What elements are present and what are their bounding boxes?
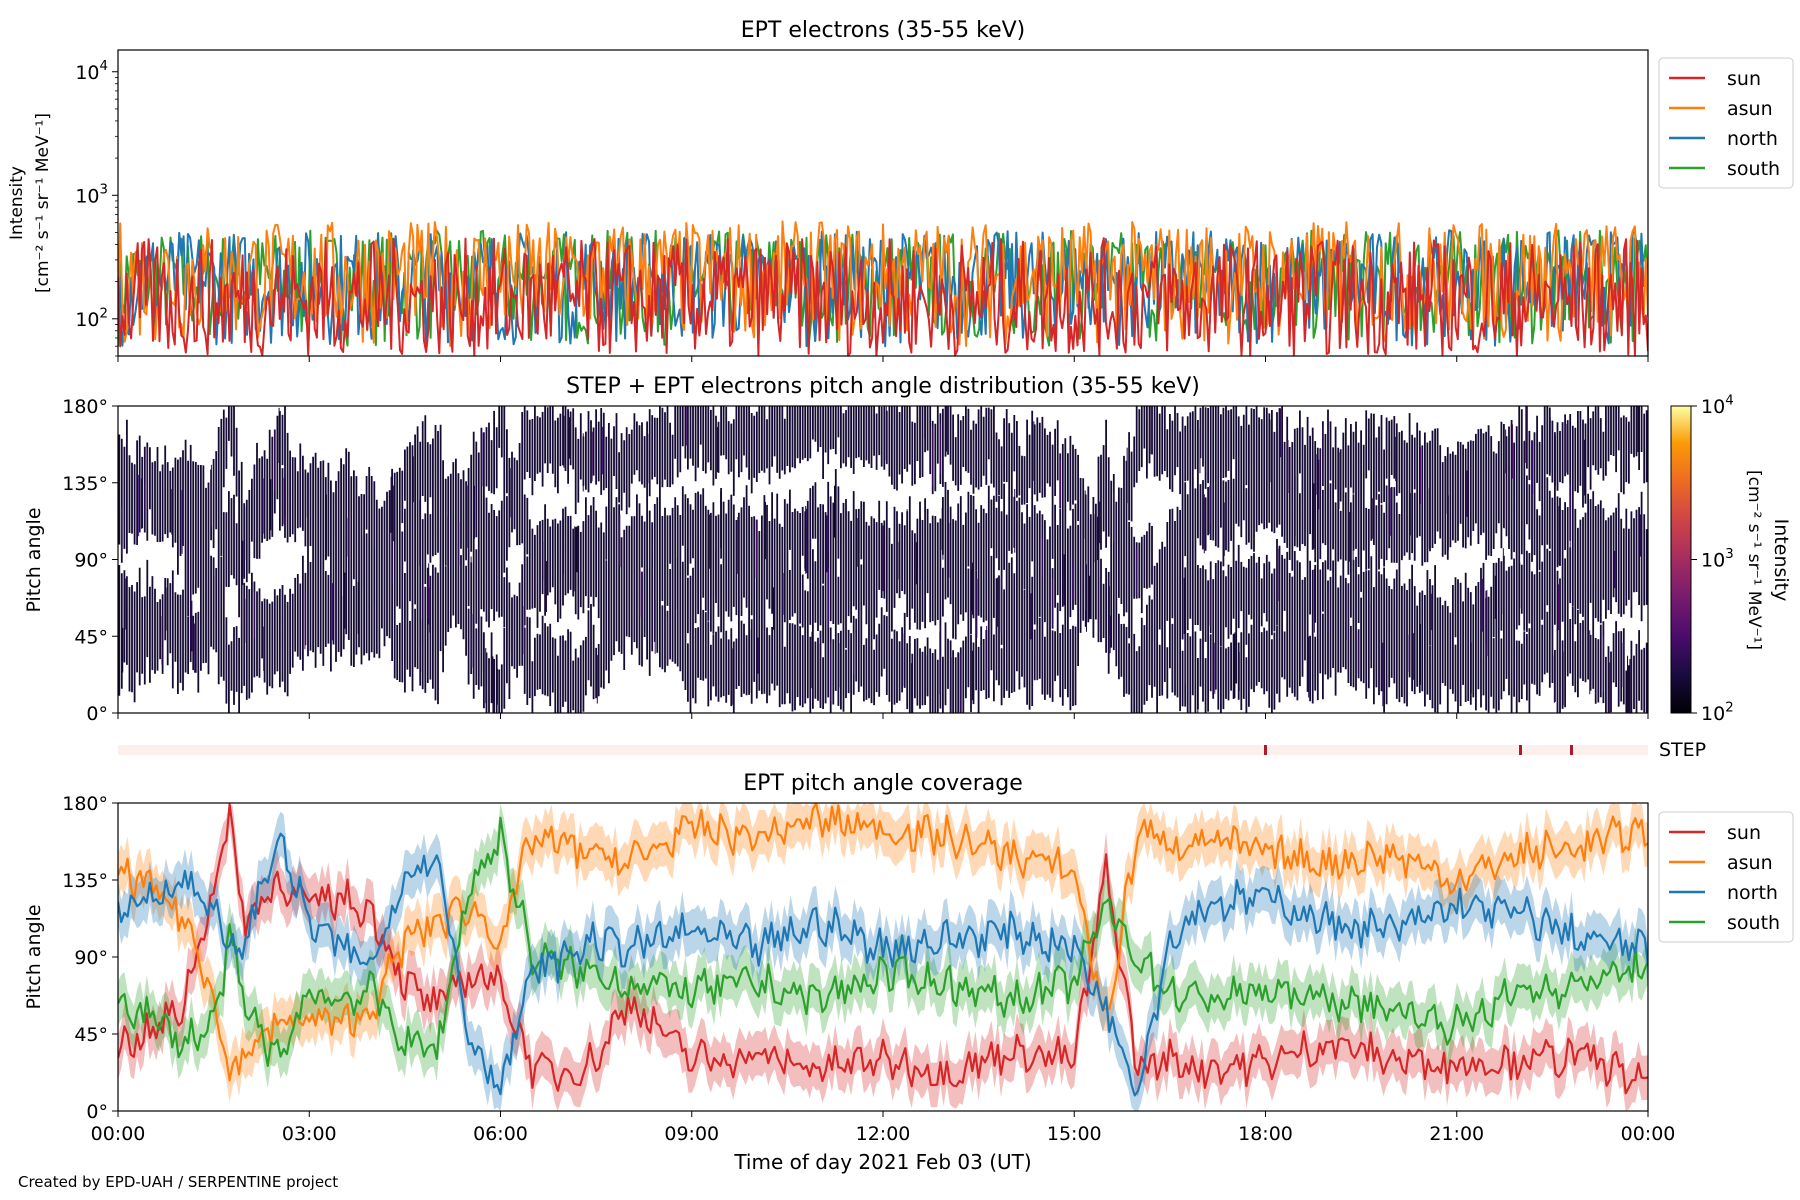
series-line-asun [118,220,1648,347]
x-tick-label: 06:00 [473,1123,528,1145]
x-tick-label: 21:00 [1429,1123,1484,1145]
y-tick-label: 135° [62,473,108,495]
legend-label-sun: sun [1727,68,1761,90]
colorbar-tick-label: 102 [1701,700,1734,725]
panel4-xlabel: Time of day 2021 Feb 03 (UT) [733,1150,1031,1174]
colorbar-tick-label: 104 [1701,393,1734,418]
panel4-y-axis: 0° 45° 90° 135° 180° [62,793,118,1123]
step-marker [1570,745,1573,755]
series-line-asun [118,803,1648,1082]
colorbar-units: [cm⁻² s⁻¹ sr⁻¹ MeV⁻¹] [1744,470,1764,650]
panel1-ylabel: Intensity [7,166,27,240]
x-tick-label: 18:00 [1238,1123,1293,1145]
legend-label-sun: sun [1727,822,1761,844]
step-strip [118,745,1648,755]
panel1-title: EPT electrons (35-55 keV) [741,18,1026,43]
colorbar-label: Intensity [1770,519,1792,602]
legend-label-north: north [1727,128,1778,150]
y-tick-label: 135° [62,870,108,892]
x-tick-label: 09:00 [664,1123,719,1145]
y-tick-label: 45° [74,1024,108,1046]
y-tick-label: 0° [86,703,108,725]
y-tick-label: 180° [62,396,108,418]
panel1-x-ticks [117,356,1649,362]
y-tick-label: 90° [74,947,108,969]
panel2-x-ticks [117,713,1649,719]
panel2-heatmap [118,406,1648,713]
panel1-y-axis: 102 103 104 [75,59,118,357]
y-tick-label: 90° [74,550,108,572]
colorbar-ticks: 102 103 104 [1691,393,1734,725]
panel1-series-lines [118,220,1648,356]
legend-box [1658,57,1794,189]
credit-text: Created by EPD-UAH / SERPENTINE project [18,1173,339,1191]
x-tick-label: 15:00 [1047,1123,1102,1145]
y-tick-label: 45° [74,626,108,648]
x-tick-label: 12:00 [856,1123,911,1145]
y-tick-label: 0° [86,1101,108,1123]
x-tick-label: 00:00 [91,1123,146,1145]
panel4-title: EPT pitch angle coverage [743,771,1023,796]
legend-label-south: south [1727,912,1780,934]
step-label: STEP [1659,739,1706,761]
step-markers [1264,745,1573,755]
band-asun [118,803,1648,1103]
series-line-north [118,832,1648,1097]
panel4-x-axis: 00:00 03:00 06:00 09:00 12:00 15:00 18:00 21:00… [91,1111,1676,1145]
step-marker [1264,745,1267,755]
colorbar [1670,405,1692,714]
panel2-y-axis: 0° 45° 90° 135° 180° [62,396,118,725]
y-tick-label: 104 [75,59,108,84]
band-south [118,803,1648,1089]
band-sun [118,803,1648,1111]
panel4-ylabel: Pitch angle [23,904,45,1009]
panel1-ylabel-units: [cm⁻² s⁻¹ sr⁻¹ MeV⁻¹] [33,113,53,293]
legend-label-north: north [1727,882,1778,904]
y-tick-label: 103 [75,183,108,208]
legend-label-asun: asun [1727,98,1773,120]
legend-label-south: south [1727,158,1780,180]
panel2-title: STEP + EPT electrons pitch angle distrib… [566,374,1200,399]
x-tick-label: 03:00 [282,1123,337,1145]
legend-label-asun: asun [1727,852,1773,874]
panel2-ylabel: Pitch angle [23,507,45,612]
series-line-sun [118,803,1648,1095]
panel1-legend: sun asun north south [1658,57,1794,189]
y-tick-label: 102 [75,306,108,331]
step-marker [1519,745,1522,755]
colorbar-tick-label: 103 [1701,547,1734,572]
series-line-south [118,816,1648,1067]
legend-box [1658,811,1794,943]
series-line-sun [118,237,1648,356]
y-tick-label: 180° [62,793,108,815]
x-tick-label: 00:00 [1621,1123,1676,1145]
panel4-series-lines [118,803,1648,1097]
panel4-legend: sun asun north south [1658,811,1794,943]
